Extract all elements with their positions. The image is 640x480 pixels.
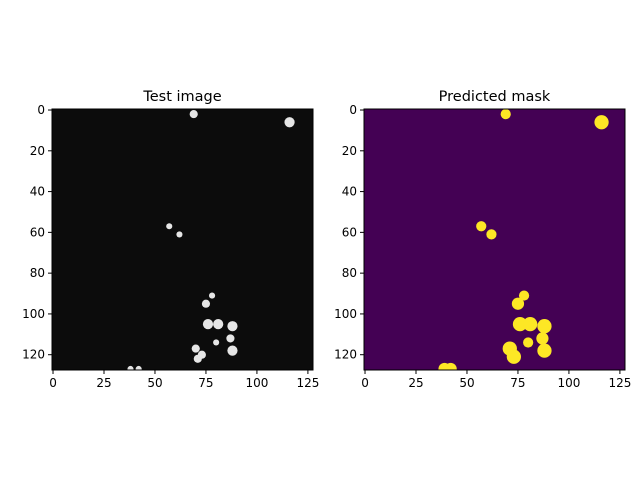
test-image-panel: Test image 0 25 50 75 100 125 0 20 40 60 80 100 120 [22,89,319,390]
test-image-y-tick-label: 0 [37,103,45,117]
predicted-mask-blob [523,316,538,332]
test-image-blob [191,344,200,353]
predicted-mask-blobs [438,109,609,370]
test-image-background [52,109,313,370]
test-image-y-tick-label: 20 [30,144,45,158]
predicted-mask-x-tick-label: 0 [361,376,369,390]
test-image-blob [135,365,142,370]
test-image-blob [189,110,198,119]
predicted-mask-title: Predicted mask [439,89,551,105]
predicted-mask-x-tick-label: 100 [557,376,580,390]
predicted-mask-blob [500,109,511,120]
predicted-mask-y-tick-label: 120 [334,348,357,362]
test-image-blob [284,117,295,128]
predicted-mask-blob [518,290,530,301]
test-image-y-tick-label: 60 [30,225,45,239]
predicted-mask-blob [506,349,522,364]
predicted-mask-blob [512,316,528,332]
predicted-mask-blob [523,337,534,348]
test-image-title: Test image [142,89,221,105]
predicted-mask-x-tick-label: 75 [510,376,525,390]
test-image-blobs [127,110,295,370]
test-image-blob [193,354,202,363]
test-image-axes: 0 25 50 75 100 125 0 20 40 60 80 100 120 [22,103,319,390]
test-image-blob [213,339,220,346]
test-image-blob [213,319,224,330]
predicted-mask-blob [537,319,552,334]
predicted-mask-blob [476,221,487,232]
predicted-mask-x-tick-label: 50 [459,376,474,390]
predicted-mask-x-tick-label: 25 [408,376,423,390]
test-image-y-tick-label: 100 [22,307,45,321]
test-image-blob [127,365,134,370]
test-image-x-tick-label: 125 [296,376,319,390]
test-image-x-tick-label: 0 [49,376,57,390]
predicted-mask-y-tick-label: 60 [342,225,357,239]
test-image-blob [202,319,214,330]
test-image-x-tick-label: 50 [147,376,162,390]
test-image-blob [227,345,238,356]
test-image-y-tick-label: 40 [30,185,45,199]
predicted-mask-axes: 0 25 50 75 100 125 0 20 40 60 80 100 120 [334,103,631,390]
predicted-mask-background [364,109,625,370]
test-image-x-tick-label: 75 [198,376,213,390]
predicted-mask-y-tick-label: 100 [334,307,357,321]
test-image-blob [176,231,183,238]
predicted-mask-y-tick-label: 0 [349,103,357,117]
predicted-mask-blob [444,362,457,370]
predicted-mask-panel: Predicted mask 0 25 50 75 100 125 0 20 40 60 80 100… [334,89,631,390]
test-image-y-tick-label: 120 [22,348,45,362]
test-image-blob [209,292,216,299]
test-image-x-tick-label: 25 [96,376,111,390]
predicted-mask-blob [537,343,552,358]
predicted-mask-blob [536,332,549,345]
test-image-frame [51,108,314,371]
predicted-mask-blob [511,297,525,310]
predicted-mask-blob [486,229,497,240]
test-image-blob [227,321,238,332]
predicted-mask-y-tick-label: 20 [342,144,357,158]
predicted-mask-y-tick-label: 80 [342,266,357,280]
test-image-x-tick-label: 100 [245,376,268,390]
test-image-blob [226,334,235,343]
test-image-blob [166,223,173,230]
test-image-y-tick-label: 80 [30,266,45,280]
predicted-mask-frame [363,108,626,371]
predicted-mask-blob [594,115,609,130]
predicted-mask-x-tick-label: 125 [608,376,631,390]
test-image-blob [201,299,211,308]
predicted-mask-y-tick-label: 40 [342,185,357,199]
